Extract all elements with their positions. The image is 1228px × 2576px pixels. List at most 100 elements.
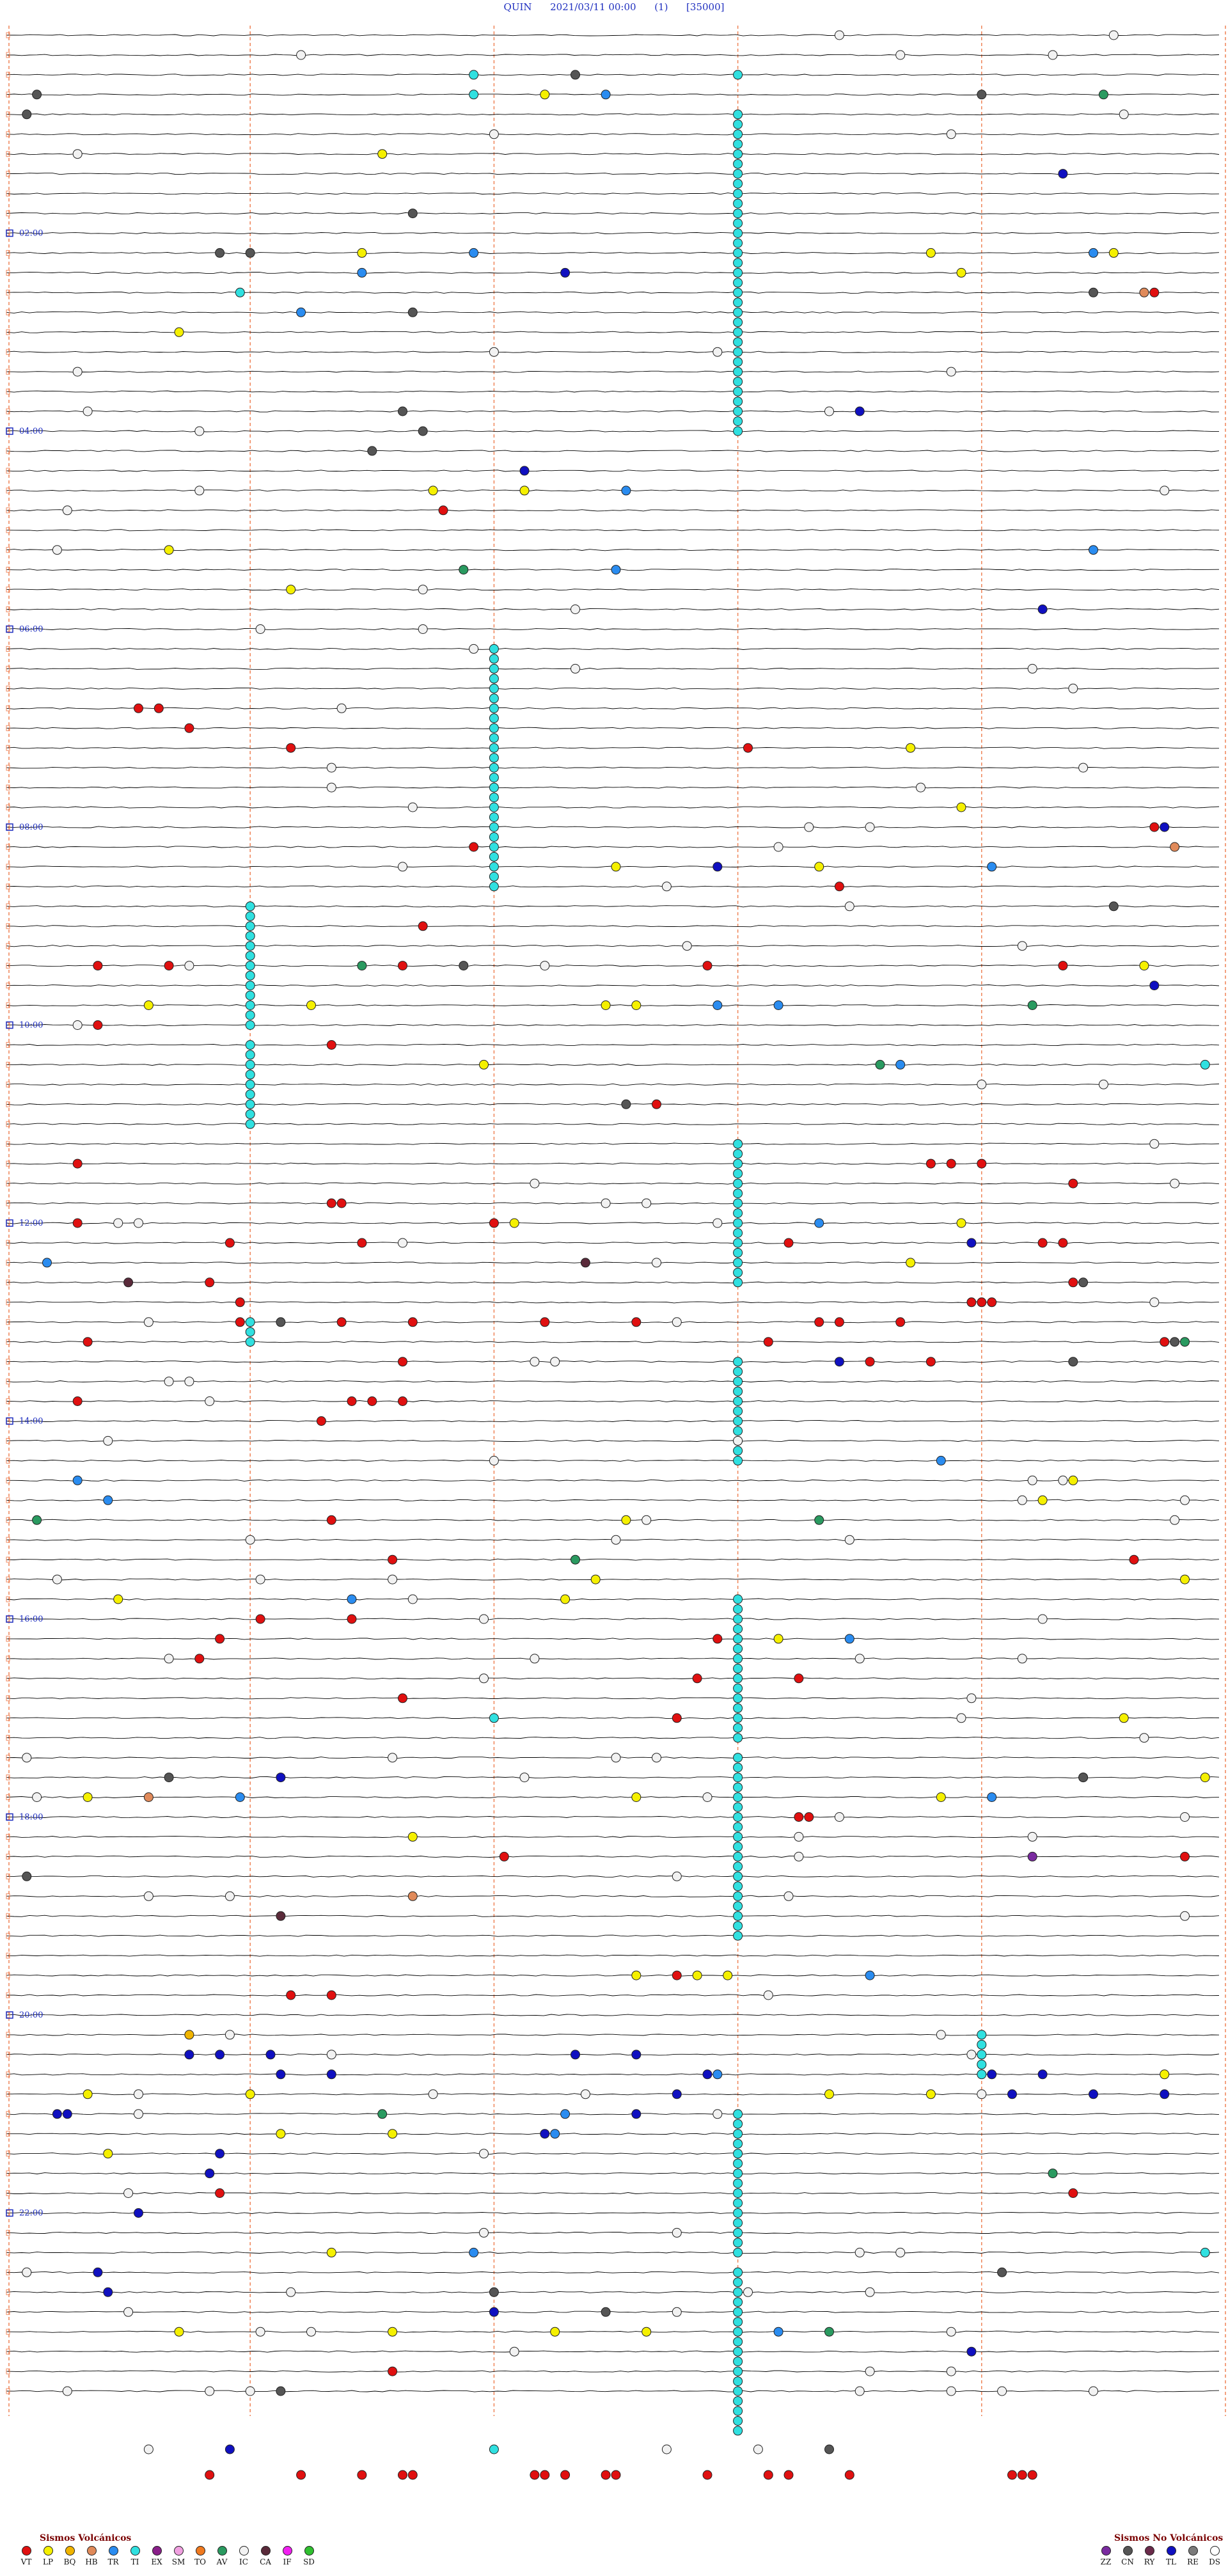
event-marker [733, 198, 743, 209]
legend-code: HB [85, 2557, 98, 2566]
event-marker [733, 2287, 743, 2297]
event-marker [733, 1851, 743, 1861]
trace-start-marker [6, 448, 10, 454]
trace-start-marker [6, 131, 10, 138]
trace-line [6, 1361, 1220, 1363]
event-marker [489, 654, 499, 664]
trace-start-marker [6, 2229, 10, 2236]
trace-start-marker [6, 587, 10, 593]
event-marker [733, 1267, 743, 1277]
event-marker [398, 1693, 407, 1703]
trace-line [6, 271, 1220, 274]
event-marker [571, 2050, 580, 2060]
trace-start-marker [6, 1735, 10, 1741]
event-marker [489, 693, 499, 704]
event-marker [143, 1792, 154, 1802]
event-marker [255, 2327, 265, 2337]
trace-line [6, 2113, 1220, 2115]
trace-line [6, 965, 1220, 967]
event-marker [895, 50, 906, 60]
event-marker [1027, 1475, 1037, 1485]
trace-line [6, 905, 1220, 908]
event-marker [783, 1891, 794, 1901]
legend-code: TO [194, 2557, 206, 2566]
event-marker [1149, 1297, 1160, 1308]
event-marker [733, 1822, 743, 1832]
event-marker [479, 1614, 489, 1624]
event-marker [205, 2470, 215, 2480]
event-marker [224, 2444, 235, 2454]
event-marker [672, 2227, 682, 2238]
legend-volcanic-item-av: AV [214, 2546, 230, 2566]
event-marker [1068, 1178, 1078, 1189]
legend-volcanic-item-ex: EX [148, 2546, 165, 2566]
event-marker [560, 2109, 571, 2119]
event-marker [733, 2426, 743, 2436]
event-marker [733, 119, 743, 129]
chart-title: QUIN 2021/03/11 00:00 (1) [35000] [0, 1, 1228, 13]
event-marker [123, 2307, 134, 2317]
event-marker [1149, 1139, 1160, 1149]
event-marker [245, 2386, 255, 2396]
legend-swatch [173, 2546, 184, 2556]
event-marker [906, 743, 916, 753]
event-marker [1170, 1337, 1180, 1347]
event-marker [1089, 2089, 1098, 2099]
event-marker [245, 1020, 255, 1030]
event-marker [733, 1396, 743, 1406]
hour-marker [6, 1813, 13, 1821]
event-marker [1180, 1812, 1190, 1822]
event-marker [733, 1753, 743, 1763]
trace-line [6, 846, 1220, 848]
trace-line [6, 2153, 1220, 2155]
trace-line [6, 1519, 1220, 1521]
event-marker [479, 1059, 489, 1070]
trace-line [6, 93, 1220, 96]
event-marker [733, 1693, 743, 1703]
trace-start-marker [6, 72, 10, 78]
event-marker [489, 2444, 499, 2454]
event-marker [489, 644, 499, 654]
trace-start-marker [6, 1379, 10, 1385]
trace-start-marker [6, 1774, 10, 1781]
trace-line [6, 826, 1219, 828]
event-marker [733, 1406, 743, 1416]
event-marker [398, 961, 407, 971]
event-marker [489, 802, 499, 812]
event-marker [326, 1040, 336, 1050]
trace-start-marker [6, 1260, 10, 1266]
trace-start-marker [6, 2032, 10, 2038]
event-marker [733, 1831, 743, 1842]
event-marker [134, 2208, 143, 2218]
trace-line [6, 2133, 1219, 2135]
event-marker [560, 1594, 571, 1604]
event-marker [469, 842, 479, 852]
legend-code: SD [303, 2557, 315, 2566]
event-marker [306, 1000, 316, 1010]
event-marker [611, 862, 621, 872]
event-marker [621, 486, 631, 496]
event-marker [1007, 2470, 1017, 2480]
event-marker [215, 1634, 225, 1644]
hour-label: 04:00 [19, 427, 43, 436]
event-marker [631, 2050, 642, 2060]
event-marker [672, 2089, 682, 2099]
event-marker [326, 782, 336, 793]
event-marker [245, 1050, 255, 1060]
event-marker [1017, 2470, 1027, 2480]
event-marker [631, 1317, 642, 1327]
event-marker [276, 2129, 286, 2139]
event-marker [1160, 2069, 1170, 2080]
event-marker [32, 90, 42, 100]
trace-line [6, 1974, 1220, 1977]
event-marker [642, 1198, 652, 1208]
event-marker [296, 50, 306, 60]
trace-start-marker [6, 1636, 10, 1642]
event-marker [530, 1654, 540, 1664]
trace-line [6, 1380, 1220, 1383]
event-marker [1180, 1574, 1190, 1584]
event-marker [184, 961, 194, 971]
event-marker [733, 2366, 743, 2376]
trace-start-marker [6, 1873, 10, 1879]
